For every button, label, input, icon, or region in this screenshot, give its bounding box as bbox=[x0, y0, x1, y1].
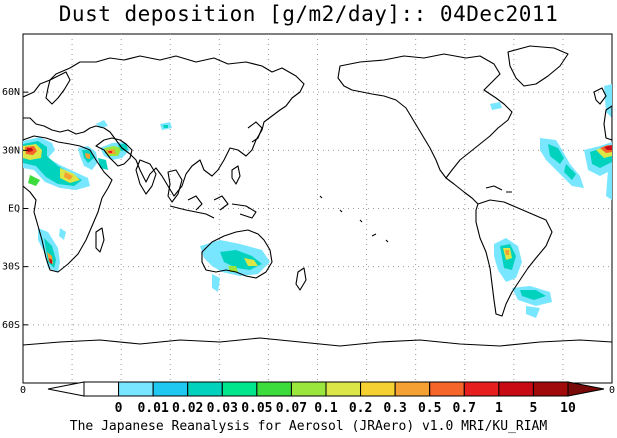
coast-south-america bbox=[475, 199, 553, 317]
lat-label: EQ bbox=[8, 204, 20, 215]
colorbar-label: 0.02 bbox=[172, 401, 203, 416]
dust-plume-red-sea bbox=[78, 146, 108, 170]
coast-eurasia bbox=[23, 55, 305, 197]
colorbar-swatch bbox=[463, 381, 500, 397]
coast-se-asia bbox=[167, 169, 183, 203]
colorbar-label: 10 bbox=[560, 401, 576, 416]
coast-uk bbox=[593, 87, 607, 105]
colorbar-swatch bbox=[498, 381, 534, 397]
dust-plume-atlantic bbox=[490, 84, 612, 200]
latitude-labels: 60N 30N EQ 30S 60S bbox=[2, 87, 28, 331]
colorbar-label: 0.1 bbox=[314, 401, 338, 416]
dust-spot-mediterranean bbox=[96, 120, 108, 128]
dust-deposition-field bbox=[23, 84, 612, 318]
dust-plume-australia bbox=[200, 240, 270, 292]
colorbar-swatch bbox=[429, 381, 465, 397]
coast-greenland bbox=[507, 45, 569, 87]
dust-plume-south-america bbox=[494, 238, 552, 318]
dust-plume-sahara bbox=[23, 137, 90, 190]
map-title: Dust deposition [g/m2/day]:: 04Dec2011 bbox=[58, 2, 559, 26]
colorbar-swatch bbox=[532, 381, 569, 397]
coast-philippines bbox=[231, 165, 241, 185]
coast-scandinavia bbox=[45, 71, 71, 105]
colorbar-swatch bbox=[256, 381, 292, 397]
colorbar-swatch bbox=[290, 381, 327, 397]
coast-west-europe bbox=[603, 105, 612, 141]
colorbar-label: 0 bbox=[115, 401, 123, 416]
colorbar-swatch bbox=[187, 381, 223, 397]
coast-north-america bbox=[337, 53, 513, 179]
coast-new-zealand bbox=[295, 267, 307, 291]
map-credit: The Japanese Reanalysis for Aerosol (JRA… bbox=[69, 419, 548, 434]
colorbar-swatch bbox=[394, 381, 431, 397]
colorbar-swatch bbox=[325, 381, 362, 397]
colorbar-label: 0.01 bbox=[137, 401, 168, 416]
colorbar-label: 1 bbox=[495, 401, 503, 416]
coast-africa bbox=[23, 135, 113, 273]
colorbar-label: 0.05 bbox=[241, 401, 272, 416]
lat-label: 60N bbox=[2, 87, 20, 98]
coastlines bbox=[23, 45, 612, 347]
dust-plume-southern-africa bbox=[38, 228, 66, 272]
colorbar-arrow-high bbox=[567, 381, 605, 397]
colorbar-label: 5 bbox=[530, 401, 538, 416]
coast-pacific-islands bbox=[319, 195, 389, 243]
lon-label-left: 0 bbox=[20, 385, 26, 396]
colorbar-swatch bbox=[152, 381, 189, 397]
colorbar-label: 0.5 bbox=[418, 401, 441, 416]
colorbar-label: 0.2 bbox=[349, 401, 372, 416]
coast-central-america bbox=[445, 177, 479, 205]
colorbar-label: 0.03 bbox=[207, 401, 238, 416]
coast-india bbox=[135, 159, 157, 195]
coast-japan bbox=[247, 121, 263, 143]
coast-australia bbox=[201, 229, 273, 279]
lon-label-right: 0 bbox=[609, 385, 615, 396]
coast-madagascar bbox=[95, 227, 105, 253]
colorbar-label: 0.07 bbox=[276, 401, 307, 416]
lat-label: 60S bbox=[2, 320, 20, 331]
coast-indonesia bbox=[169, 195, 257, 219]
colorbar-label: 0.3 bbox=[383, 401, 406, 416]
colorbar-swatch bbox=[83, 381, 120, 397]
colorbar-arrow-low bbox=[47, 381, 85, 397]
lat-label: 30S bbox=[2, 262, 20, 273]
colorbar: 0 0.01 0.02 0.03 0.05 0.07 0.1 0.2 0.3 0.5 0.7 1 5 10 bbox=[47, 381, 605, 416]
coast-caribbean bbox=[485, 185, 512, 193]
colorbar-swatch bbox=[221, 381, 258, 397]
lat-label: 30N bbox=[2, 145, 20, 156]
colorbar-label: 0.7 bbox=[453, 401, 476, 416]
colorbar-swatch bbox=[360, 381, 396, 397]
coast-arabia bbox=[95, 137, 133, 167]
colorbar-swatch bbox=[118, 381, 154, 397]
coast-antarctica bbox=[23, 337, 612, 347]
